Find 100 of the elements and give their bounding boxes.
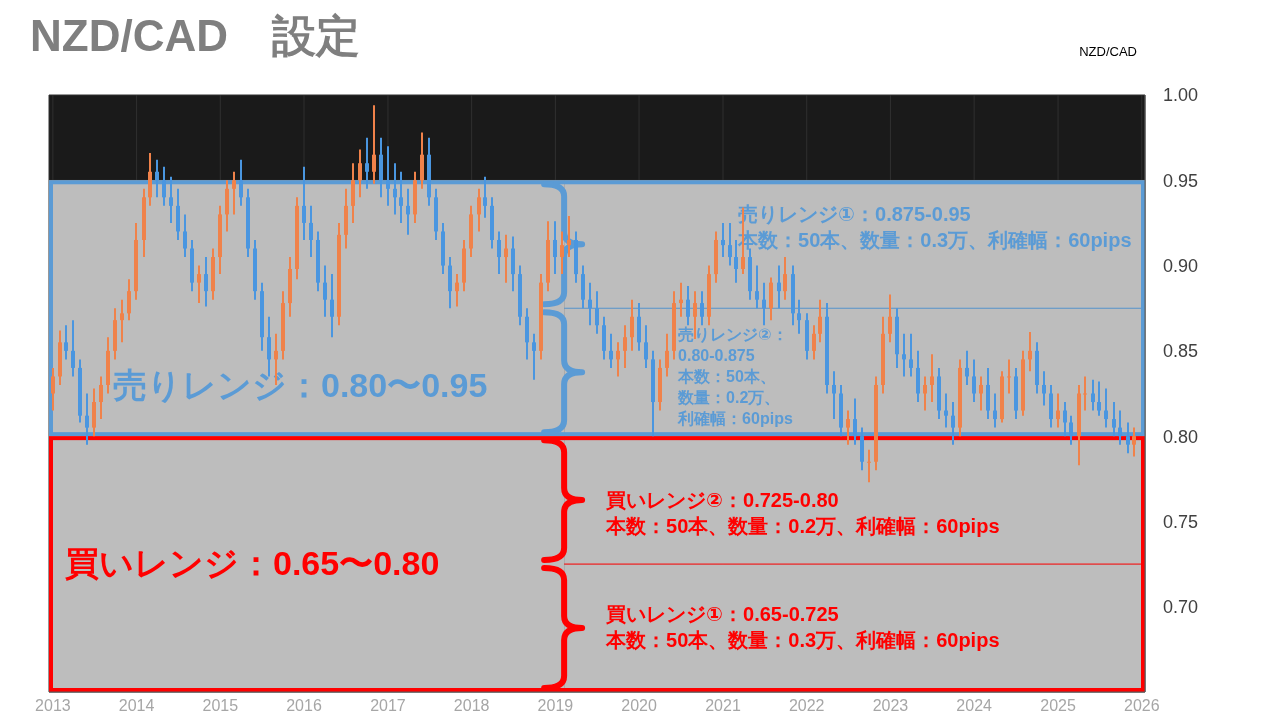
candlestick bbox=[616, 341, 620, 378]
candlestick bbox=[979, 375, 983, 412]
candlestick bbox=[393, 162, 397, 216]
candlestick bbox=[993, 392, 997, 429]
candlestick bbox=[777, 264, 781, 310]
candlestick bbox=[755, 264, 759, 310]
candlestick bbox=[721, 221, 725, 259]
candlestick bbox=[665, 332, 669, 378]
candlestick bbox=[1126, 421, 1130, 455]
candlestick bbox=[532, 332, 536, 381]
x-tick-label: 2023 bbox=[872, 697, 909, 715]
candlestick bbox=[832, 370, 836, 421]
candlestick bbox=[127, 278, 131, 322]
x-tick-label: 2017 bbox=[370, 697, 406, 715]
candlestick bbox=[930, 353, 934, 404]
candlestick bbox=[399, 170, 403, 224]
candlestick bbox=[120, 298, 124, 344]
x-tick-label: 2022 bbox=[788, 697, 825, 715]
candlestick bbox=[818, 298, 822, 344]
candlestick bbox=[1132, 426, 1136, 458]
candlestick bbox=[330, 273, 334, 339]
y-tick-label: 0.70 bbox=[1163, 597, 1199, 618]
candlestick bbox=[1118, 409, 1122, 446]
candlestick bbox=[51, 366, 55, 412]
x-tick-label: 2018 bbox=[453, 697, 490, 715]
candlestick bbox=[888, 293, 892, 344]
y-tick-label: 0.75 bbox=[1163, 511, 1199, 532]
candlestick bbox=[762, 281, 766, 327]
candlestick bbox=[728, 221, 732, 267]
candlestick bbox=[1091, 378, 1095, 412]
candlestick bbox=[944, 392, 948, 429]
candlestick bbox=[553, 220, 557, 276]
candlestick bbox=[630, 298, 634, 352]
candlestick bbox=[909, 332, 913, 378]
candlestick bbox=[965, 349, 969, 386]
candlestick bbox=[902, 332, 906, 378]
candlestick bbox=[323, 264, 327, 318]
x-tick-label: 2015 bbox=[202, 697, 239, 715]
candlestick bbox=[406, 187, 410, 236]
band-label: 買いレンジ②：0.725-0.80 本数：50本、数量：0.2万、利確幅：60pips bbox=[605, 489, 1000, 538]
candlestick bbox=[1063, 401, 1067, 438]
candlestick bbox=[204, 256, 208, 308]
candlestick bbox=[1112, 401, 1116, 438]
x-tick-label: 2019 bbox=[537, 697, 574, 715]
x-tick-label: 2013 bbox=[35, 697, 71, 715]
y-tick-label: 1.00 bbox=[1163, 85, 1199, 106]
candlestick bbox=[853, 397, 857, 446]
candlestick bbox=[504, 233, 508, 284]
candlestick bbox=[365, 136, 369, 190]
x-tick-label: 2014 bbox=[118, 697, 155, 715]
candlestick bbox=[455, 273, 459, 308]
candlestick bbox=[386, 145, 390, 207]
candlestick bbox=[560, 230, 564, 276]
x-tick-label: 2020 bbox=[621, 697, 657, 715]
candlestick bbox=[644, 324, 648, 369]
candlestick bbox=[497, 230, 501, 276]
y-tick-label: 0.95 bbox=[1163, 170, 1199, 191]
candlestick bbox=[686, 285, 690, 327]
x-tick-label: 2024 bbox=[956, 697, 993, 715]
candlestick bbox=[302, 165, 306, 241]
candlestick bbox=[812, 324, 816, 361]
y-tick-label: 0.90 bbox=[1163, 255, 1199, 276]
candlestick bbox=[1069, 414, 1073, 446]
band-label: 買いレンジ：0.65〜0.80 bbox=[65, 544, 440, 583]
band-label: 買いレンジ①：0.65-0.725 本数：50本、数量：0.3万、利確幅：60pips bbox=[605, 603, 1000, 652]
candlestick bbox=[309, 204, 313, 259]
candlestick bbox=[1042, 370, 1046, 407]
candlestick bbox=[700, 290, 704, 327]
y-tick-label: 0.85 bbox=[1163, 341, 1199, 362]
candlestick bbox=[595, 290, 599, 335]
x-tick-label: 2016 bbox=[286, 697, 322, 715]
candlestick bbox=[1028, 331, 1032, 373]
candlestick bbox=[239, 158, 243, 207]
candlestick bbox=[1007, 358, 1011, 395]
candlestick bbox=[358, 148, 362, 199]
candlestick bbox=[1056, 392, 1060, 429]
chart-title: NZD/CAD 設定 bbox=[30, 10, 360, 62]
candlestick bbox=[567, 215, 571, 259]
candlestick bbox=[162, 165, 166, 207]
x-tick-label: 2026 bbox=[1123, 697, 1160, 715]
candlestick bbox=[1104, 387, 1108, 429]
y-tick-label: 0.80 bbox=[1163, 426, 1199, 447]
chart-subtitle: NZD/CAD bbox=[1079, 44, 1137, 60]
candlestick bbox=[734, 238, 738, 284]
candlestick bbox=[972, 358, 976, 404]
candlestick bbox=[155, 158, 159, 199]
candlestick bbox=[797, 298, 801, 335]
candlestick bbox=[588, 281, 592, 327]
candlestick bbox=[99, 375, 103, 421]
candlestick bbox=[483, 175, 487, 219]
band-label: 売りレンジ：0.80〜0.95 bbox=[113, 366, 488, 405]
candlestick bbox=[477, 187, 481, 233]
candlestick bbox=[867, 448, 871, 484]
candlestick bbox=[846, 409, 850, 446]
candlestick bbox=[1097, 380, 1101, 417]
candlestick bbox=[85, 392, 89, 446]
x-tick-label: 2025 bbox=[1040, 697, 1076, 715]
candlestick bbox=[71, 319, 75, 378]
candlestick bbox=[64, 324, 68, 361]
candlestick bbox=[169, 175, 173, 224]
